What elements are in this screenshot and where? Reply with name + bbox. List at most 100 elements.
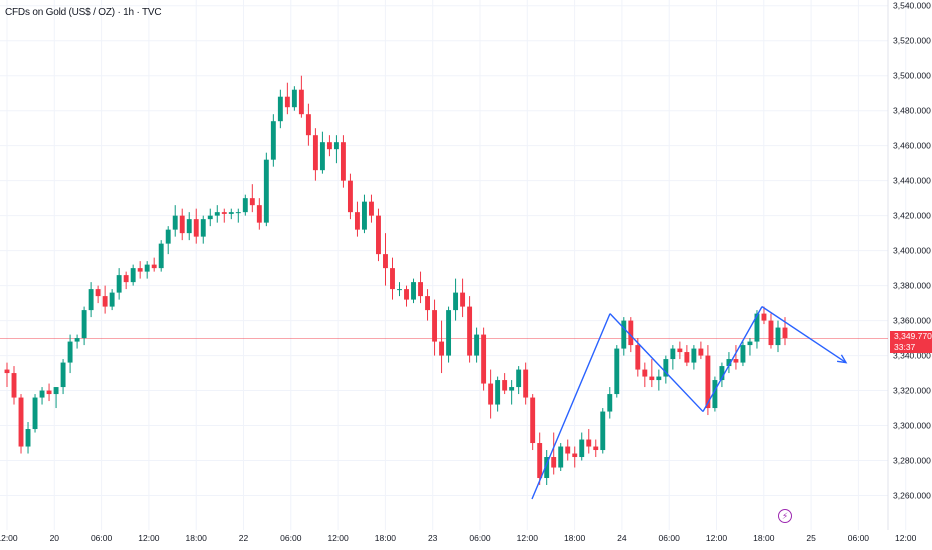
candle-body <box>537 443 543 479</box>
candle-body <box>600 411 606 451</box>
candle <box>684 345 690 367</box>
candle-body <box>123 275 129 283</box>
candle <box>411 278 416 304</box>
chart-title: CFDs on Gold (US$ / OZ) · 1h · TVC <box>5 7 162 18</box>
x-tick-label: 12:00 <box>517 533 539 543</box>
candle-body <box>305 114 311 136</box>
candle-body <box>116 275 122 293</box>
pattern-drawing[interactable] <box>531 306 848 500</box>
candle-body <box>383 254 388 269</box>
candle <box>151 257 157 272</box>
candle <box>319 131 325 174</box>
candle-body <box>670 348 676 360</box>
candle-body <box>326 142 332 150</box>
candle <box>642 362 648 388</box>
candle <box>481 327 487 391</box>
candle <box>474 327 480 363</box>
candle-body <box>193 219 199 237</box>
y-tick-label: 3,320.000 <box>893 386 931 396</box>
candle <box>397 282 402 297</box>
candle <box>460 278 466 318</box>
x-tick-label: 18:00 <box>753 533 775 543</box>
candle <box>284 82 290 115</box>
candle-body <box>509 387 515 391</box>
candle-body <box>663 359 669 377</box>
lightning-icon[interactable]: ⚡ <box>778 509 792 523</box>
y-tick-label: 3,340.000 <box>893 351 931 361</box>
candle-body <box>698 348 704 356</box>
candle <box>607 387 613 419</box>
y-tick-label: 3,360.000 <box>893 316 931 326</box>
candle-body <box>775 327 781 346</box>
candle <box>712 376 718 412</box>
price-axis[interactable]: 3,260.000 3,280.000 3,300.000 3,320.000 3,34… <box>893 1 931 501</box>
candle-body <box>691 348 697 363</box>
candle <box>193 208 199 244</box>
candle <box>39 387 45 405</box>
candle-body <box>376 215 381 255</box>
x-tick-label: 18:00 <box>564 533 586 543</box>
candle-body <box>298 89 304 115</box>
candle-body <box>712 380 718 409</box>
candle <box>277 89 283 129</box>
candle-body <box>649 376 655 381</box>
candle-body <box>397 289 402 291</box>
candle <box>109 289 115 311</box>
candle <box>677 341 683 360</box>
candle <box>263 152 269 227</box>
time-axis[interactable]: 12:00 20 06:00 12:00 18:00 22 06:00 12:00 18:00 2… <box>0 533 917 543</box>
candle-body <box>656 376 662 381</box>
candle <box>579 432 585 461</box>
candle <box>144 261 150 279</box>
candle <box>733 345 739 370</box>
x-tick-label: 06:00 <box>280 533 302 543</box>
candle-body <box>446 310 452 356</box>
candle-body <box>761 313 767 321</box>
x-tick-label: 20 <box>50 533 60 543</box>
candle <box>614 345 620 398</box>
candle <box>544 450 550 486</box>
candle <box>691 345 697 370</box>
candle <box>362 194 367 234</box>
candle <box>116 268 122 300</box>
candle <box>698 341 704 360</box>
candle-body <box>207 215 213 220</box>
x-tick-label: 12:00 <box>895 533 917 543</box>
candle <box>354 201 360 237</box>
candle <box>649 359 655 388</box>
candle <box>453 278 459 321</box>
candle-body <box>404 289 409 300</box>
y-tick-label: 3,420.000 <box>893 211 931 221</box>
candle-body <box>333 142 339 150</box>
candle-body <box>53 387 59 395</box>
candle-body <box>516 369 522 388</box>
candle <box>60 359 66 395</box>
candle-body <box>782 327 788 339</box>
candle <box>418 271 423 304</box>
candle-body <box>572 453 578 458</box>
candle-body <box>362 201 367 230</box>
candle-body <box>432 310 438 342</box>
candle-body <box>186 219 192 234</box>
candle <box>383 233 388 286</box>
candle <box>249 184 255 213</box>
candle-body <box>495 380 501 405</box>
y-tick-label: 3,400.000 <box>893 246 931 256</box>
candle <box>347 173 353 220</box>
x-tick-label: 12:00 <box>706 533 728 543</box>
candle <box>600 408 606 454</box>
candle-body <box>88 289 94 311</box>
candle <box>137 261 143 279</box>
candle <box>432 299 438 356</box>
candle <box>88 282 94 318</box>
candle <box>228 208 234 220</box>
candle <box>81 306 87 346</box>
candle-body <box>635 345 641 370</box>
candle <box>502 373 508 395</box>
candle-body <box>179 215 185 234</box>
candle-body <box>319 142 325 171</box>
candle <box>565 439 571 461</box>
candle <box>95 285 101 304</box>
candle-body <box>467 306 473 356</box>
